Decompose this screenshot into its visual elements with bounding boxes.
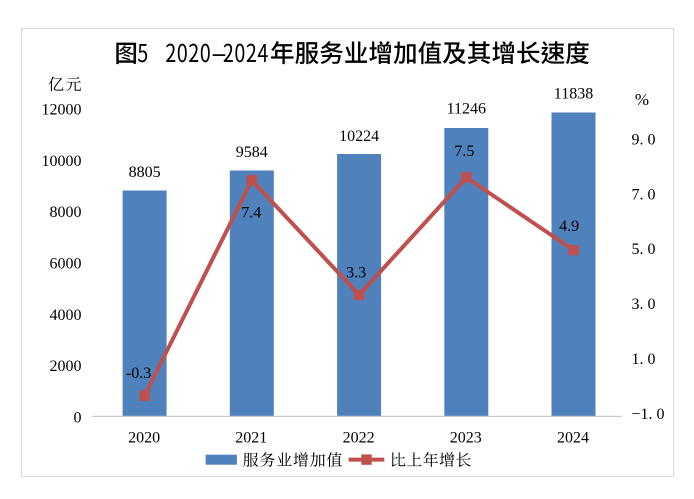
svg-text:10224: 10224: [339, 128, 379, 145]
svg-text:2024: 2024: [557, 430, 589, 447]
svg-text:%: %: [635, 90, 649, 109]
svg-text:1. 0: 1. 0: [632, 351, 656, 368]
svg-text:-0.3: -0.3: [126, 365, 151, 382]
svg-text:12000: 12000: [42, 102, 82, 119]
svg-text:9. 0: 9. 0: [632, 132, 656, 149]
svg-text:2000: 2000: [50, 358, 82, 375]
svg-text:2022: 2022: [343, 430, 375, 447]
svg-text:8805: 8805: [129, 164, 161, 181]
svg-text:7. 0: 7. 0: [632, 186, 656, 203]
svg-text:2021: 2021: [235, 430, 267, 447]
svg-text:7.5: 7.5: [454, 143, 474, 160]
svg-text:4.9: 4.9: [559, 218, 579, 235]
svg-text:11246: 11246: [447, 101, 486, 118]
svg-text:4000: 4000: [50, 307, 82, 324]
svg-text:3. 0: 3. 0: [632, 296, 656, 313]
svg-text:3.3: 3.3: [346, 265, 366, 282]
svg-text:8000: 8000: [50, 204, 82, 221]
svg-text:2023: 2023: [450, 430, 482, 447]
svg-text:0: 0: [74, 409, 82, 426]
svg-text:5. 0: 5. 0: [632, 241, 656, 258]
svg-text:9584: 9584: [236, 144, 268, 161]
svg-text:2020: 2020: [128, 430, 160, 447]
svg-text:−1. 0: −1. 0: [632, 406, 665, 423]
svg-text:6000: 6000: [50, 256, 82, 273]
svg-text:10000: 10000: [42, 153, 82, 170]
svg-text:7.4: 7.4: [241, 204, 261, 221]
svg-text:11838: 11838: [554, 85, 593, 102]
